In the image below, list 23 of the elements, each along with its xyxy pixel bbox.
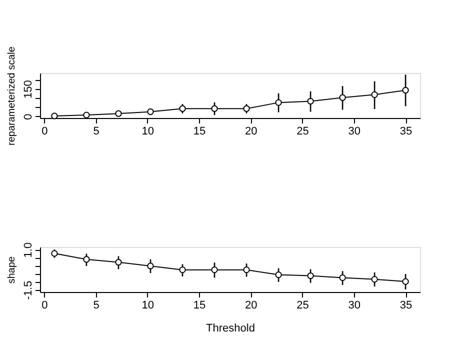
x-tick-label: 10	[142, 126, 154, 138]
y-tick-label: 0	[22, 114, 34, 120]
y-axis-title: shape	[6, 256, 18, 284]
x-tick-label: 20	[245, 126, 258, 138]
x-axis-title: Threshold	[206, 322, 255, 334]
x-tick-label: 25	[296, 300, 309, 312]
x-tick-label: 35	[400, 300, 412, 312]
y-tick-label: 150	[22, 80, 34, 98]
x-tick-label: 25	[296, 126, 309, 138]
y-tick-label: -1.5	[22, 280, 34, 300]
x-tick-label: 15	[193, 126, 206, 138]
x-tick-label: 5	[93, 300, 100, 312]
x-tick-label: 15	[193, 300, 206, 312]
x-tick-label: 0	[42, 300, 48, 312]
x-tick-label: 30	[348, 300, 361, 312]
x-tick-label: 20	[245, 300, 258, 312]
x-tick-label: 0	[42, 126, 48, 138]
x-tick-label: 30	[348, 126, 361, 138]
x-tick-label: 35	[400, 126, 412, 138]
x-tick-label: 5	[93, 126, 100, 138]
x-tick-label: 10	[142, 300, 154, 312]
y-tick-label: 1.0	[22, 242, 34, 258]
y-axis-title: reparameterized scale	[6, 46, 18, 146]
